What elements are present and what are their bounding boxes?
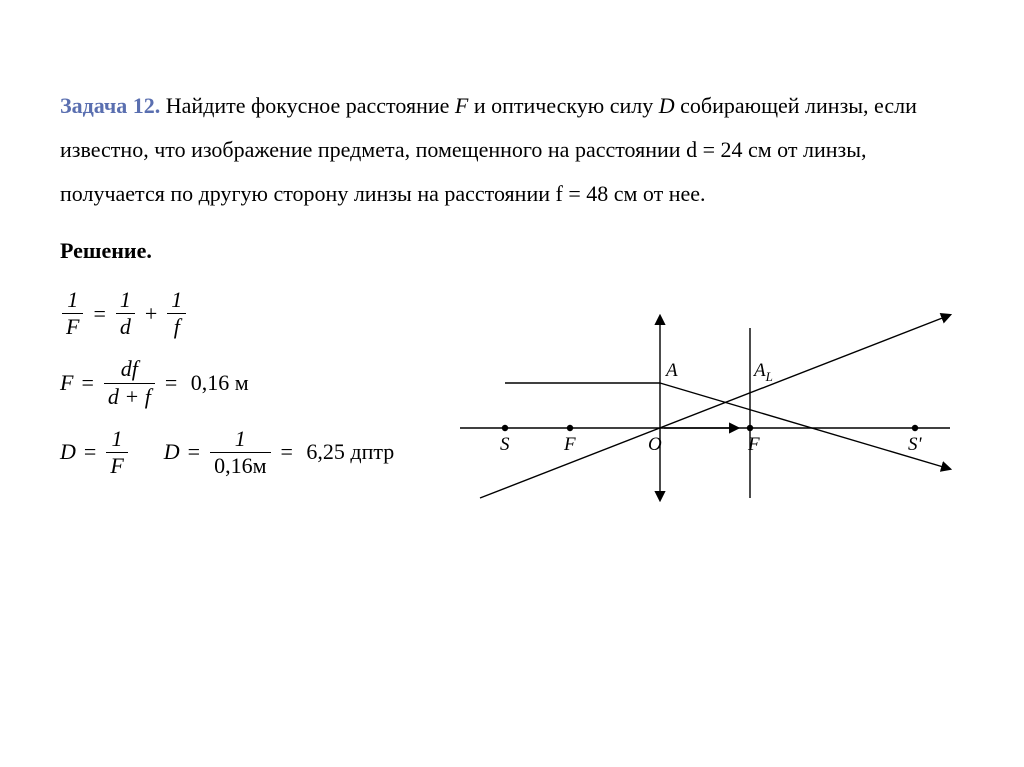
eq1-b-den: f (170, 315, 184, 339)
eq1-eq: = (93, 301, 105, 327)
lens-ray-diagram: S F O F S' A AL (450, 288, 964, 523)
eq2-eq: = (81, 370, 93, 396)
solution-heading: Решение. (60, 238, 964, 264)
label-AL: AL (752, 360, 773, 384)
label-A: A (664, 360, 678, 381)
eq2-lhs: F (60, 370, 73, 396)
eq3-d1-num: 1 (108, 427, 127, 451)
sym-F: F (455, 93, 468, 118)
eq2-result: 0,16 м (191, 370, 249, 396)
label-Sprime: S' (908, 434, 923, 455)
eq2-num: df (117, 357, 142, 381)
eq3-d1-eq: = (84, 439, 96, 465)
problem-statement: Задача 12. Найдите фокусное расстояние F… (60, 84, 940, 216)
eq1-b-num: 1 (167, 288, 186, 312)
label-O: O (648, 434, 662, 455)
eq1-lhs-den: F (62, 315, 83, 339)
eq3-d2-lhs: D (164, 439, 180, 465)
eq1-plus: + (145, 301, 157, 327)
equation-optical-power: D = 1 F D = 1 0,16м = 6,25 дптр (60, 427, 410, 478)
eq2-den: d + f (104, 385, 155, 409)
eq3-d2-den: 0,16м (210, 454, 270, 478)
label-Fright: F (747, 434, 760, 455)
eq3-d2-num: 1 (231, 427, 250, 451)
eq3-result: 6,25 дптр (306, 439, 394, 465)
label-Fleft: F (563, 434, 576, 455)
formula-block: 1 F = 1 d + 1 f F (60, 288, 410, 478)
eq1-a-num: 1 (116, 288, 135, 312)
task-label: Задача 12. (60, 93, 160, 118)
sym-D: D (659, 93, 675, 118)
problem-text-2: и оптическую силу (468, 93, 658, 118)
eq3-d1-den: F (106, 454, 127, 478)
eq3-d2-eq: = (188, 439, 200, 465)
label-S: S (500, 434, 510, 455)
problem-text-1: Найдите фокусное расстояние (166, 93, 455, 118)
eq1-a-den: d (116, 315, 135, 339)
diagram-svg: S F O F S' A AL (450, 288, 960, 518)
equation-focal-length: F = df d + f = 0,16 м (60, 357, 410, 408)
eq3-d1-lhs: D (60, 439, 76, 465)
eq1-lhs-num: 1 (63, 288, 82, 312)
equation-lens-formula: 1 F = 1 d + 1 f (60, 288, 410, 339)
